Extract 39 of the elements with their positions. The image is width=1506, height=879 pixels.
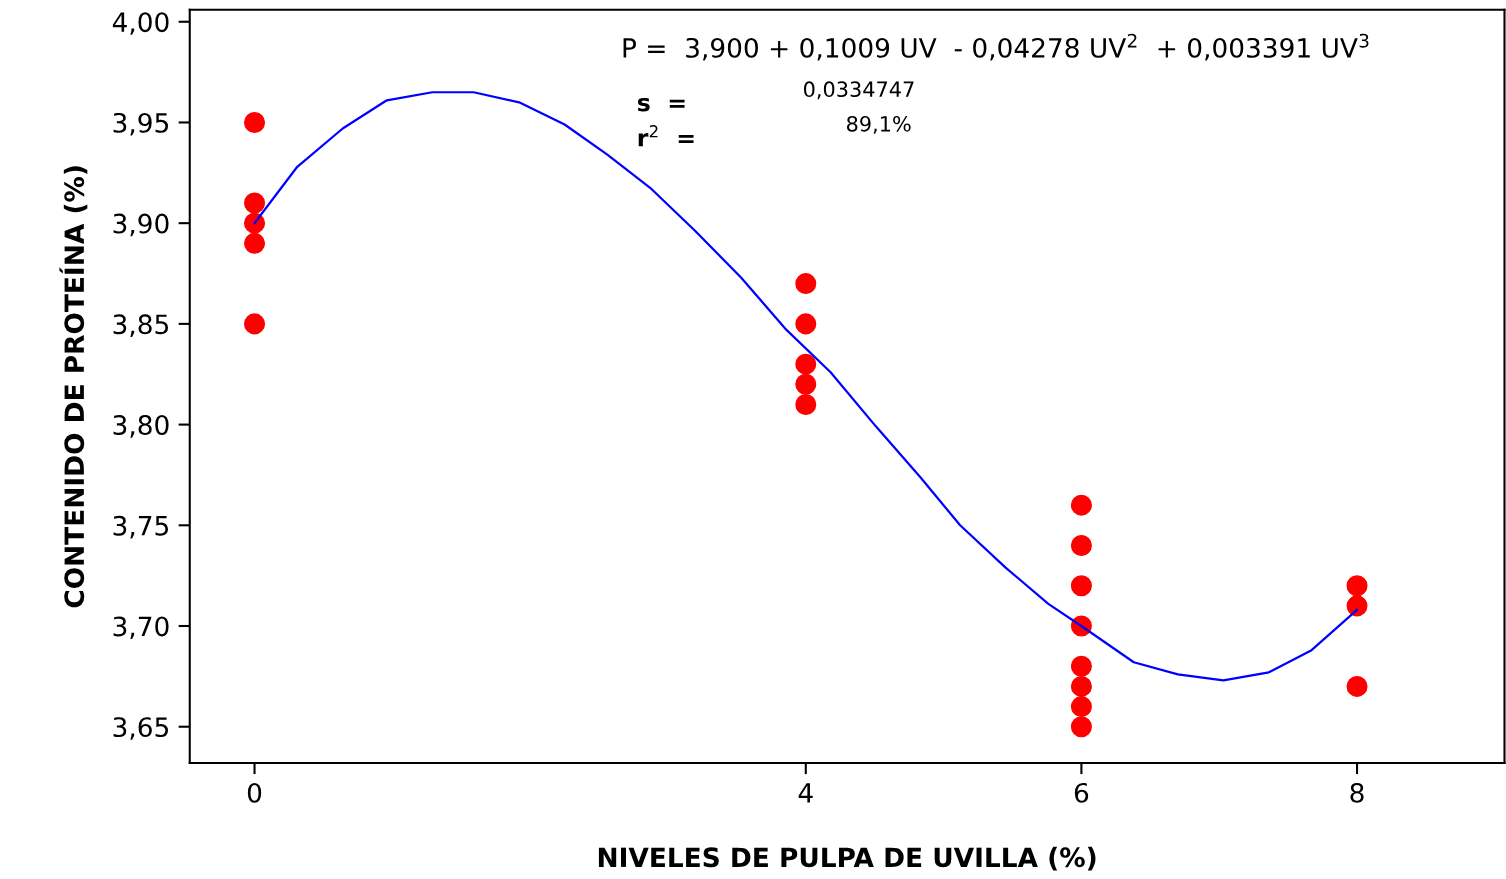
y-tick-label: 3,75 xyxy=(113,515,169,539)
point xyxy=(244,313,266,335)
y-axis-title: CONTENIDO DE PROTEÍNA (%) xyxy=(59,166,88,608)
point xyxy=(795,353,817,375)
point xyxy=(795,313,817,335)
x-tick-label: 0 xyxy=(247,782,262,803)
point xyxy=(1346,575,1368,597)
x-tick-label: 8 xyxy=(1350,782,1364,803)
point xyxy=(795,373,817,395)
point xyxy=(1070,655,1092,677)
point xyxy=(1070,696,1092,718)
y-tick-label: 3,65 xyxy=(113,717,169,740)
point xyxy=(1070,675,1092,697)
point xyxy=(1070,716,1092,738)
y-tick-label: 3,95 xyxy=(113,112,169,136)
point xyxy=(244,232,266,254)
point xyxy=(1070,575,1092,597)
y-tick-label: 3,70 xyxy=(113,616,169,640)
x-tick-label: 6 xyxy=(1074,782,1089,803)
point xyxy=(244,212,266,234)
annotation: s = xyxy=(637,97,685,112)
point xyxy=(244,192,266,214)
annotation: 89,1% xyxy=(847,115,911,134)
point xyxy=(795,393,817,415)
point xyxy=(795,273,817,295)
x-tick-label: 4 xyxy=(798,783,813,803)
annotation: P = 3,900 + 0,1009 UV - 0,04278 UV$^{2}$ + 0,003391 UV$^{3}$ xyxy=(623,33,1369,61)
annotation: 0,0334747 xyxy=(804,81,914,100)
y-tick-label: 3,85 xyxy=(113,314,169,337)
y-tick-label: 4,00 xyxy=(112,12,169,35)
point xyxy=(1346,595,1368,617)
x-axis-title: NIVELES DE PULPA DE UVILLA (%) xyxy=(598,846,1096,871)
y-tick-label: 3,90 xyxy=(113,213,169,237)
point xyxy=(1070,494,1092,516)
y-tick-label: 3,80 xyxy=(113,415,169,438)
point xyxy=(244,111,266,133)
text: r$^{2}$ = xyxy=(638,125,694,147)
point xyxy=(1070,534,1092,556)
point xyxy=(1346,675,1368,697)
